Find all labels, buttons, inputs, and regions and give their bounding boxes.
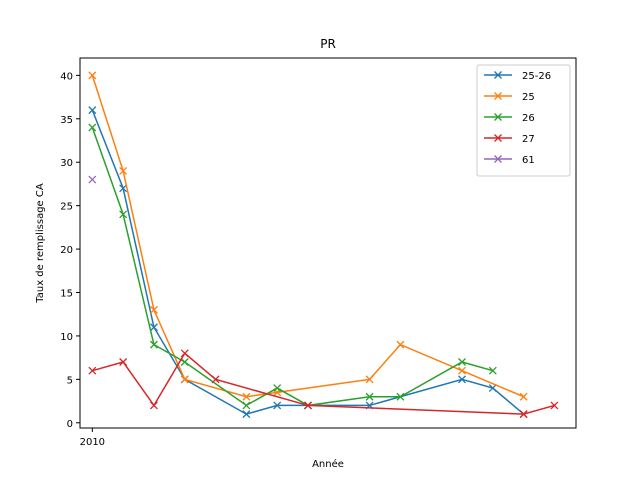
y-tick-label: 0 bbox=[67, 419, 73, 430]
legend-item: 25-26 bbox=[484, 71, 551, 82]
data-point bbox=[365, 375, 374, 384]
y-tick-label: 25 bbox=[60, 202, 73, 213]
data-point bbox=[119, 358, 128, 366]
data-point bbox=[88, 123, 97, 132]
data-point bbox=[396, 392, 405, 401]
legend-item: 25 bbox=[484, 92, 535, 103]
data-point bbox=[458, 358, 466, 366]
data-point bbox=[273, 401, 282, 410]
data-point bbox=[550, 401, 559, 410]
legend-marker bbox=[494, 155, 502, 163]
y-tick-label: 15 bbox=[60, 289, 73, 300]
data-point bbox=[180, 358, 189, 366]
legend-item: 26 bbox=[484, 113, 535, 124]
data-point bbox=[180, 375, 189, 384]
series-26 bbox=[88, 123, 497, 410]
data-point bbox=[149, 305, 158, 314]
data-point bbox=[396, 340, 405, 349]
x-axis: 2010 bbox=[80, 428, 105, 448]
data-point bbox=[149, 401, 158, 410]
data-point bbox=[488, 384, 497, 393]
legend-label: 25 bbox=[522, 92, 535, 103]
data-point bbox=[242, 410, 251, 419]
data-point bbox=[242, 401, 251, 410]
legend-marker bbox=[494, 71, 502, 79]
data-point bbox=[211, 375, 220, 384]
data-point bbox=[119, 166, 128, 175]
series-line bbox=[92, 352, 555, 415]
legend-item: 27 bbox=[484, 134, 535, 145]
series-61 bbox=[88, 175, 97, 184]
data-point bbox=[88, 366, 97, 375]
series-25 bbox=[88, 71, 528, 401]
data-point bbox=[519, 392, 528, 401]
data-point bbox=[119, 210, 128, 219]
data-point bbox=[119, 184, 128, 193]
legend-marker bbox=[494, 113, 502, 121]
plot-frame bbox=[79, 57, 577, 429]
legend-marker bbox=[494, 92, 502, 100]
series-line bbox=[91, 75, 524, 398]
legend: 25-26 25 26 27 61 bbox=[476, 64, 571, 177]
legend-label: 27 bbox=[522, 134, 535, 145]
data-point bbox=[304, 401, 312, 410]
series-27 bbox=[88, 349, 559, 419]
y-axis-label: Taux de remplissage CA bbox=[35, 183, 46, 304]
y-axis: 0 5 10 15 20 25 30 35 40 bbox=[60, 71, 80, 430]
x-axis-label: Année bbox=[312, 458, 344, 470]
data-point bbox=[458, 375, 466, 384]
data-point bbox=[88, 106, 97, 115]
plot-area bbox=[88, 71, 559, 419]
y-tick-label: 40 bbox=[60, 71, 73, 82]
legend-label: 26 bbox=[522, 113, 535, 124]
y-tick-label: 30 bbox=[60, 158, 73, 169]
legend-label: 25-26 bbox=[522, 71, 551, 82]
series-line bbox=[91, 127, 494, 407]
chart-title: PR bbox=[320, 37, 336, 51]
legend-marker bbox=[494, 134, 502, 142]
y-tick-label: 20 bbox=[60, 245, 73, 256]
legend-box bbox=[476, 64, 571, 177]
data-point bbox=[88, 175, 97, 184]
legend-item: 61 bbox=[484, 155, 535, 166]
y-tick-label: 10 bbox=[60, 332, 73, 343]
legend-label: 61 bbox=[522, 155, 535, 166]
data-point bbox=[180, 349, 189, 358]
data-point bbox=[273, 384, 282, 393]
y-tick-label: 35 bbox=[60, 115, 73, 126]
x-tick-label: 2010 bbox=[80, 437, 105, 448]
data-point bbox=[88, 71, 97, 80]
data-point bbox=[365, 392, 374, 401]
data-point bbox=[458, 366, 466, 375]
data-point bbox=[149, 340, 158, 349]
y-tick-label: 5 bbox=[67, 375, 73, 386]
data-point bbox=[149, 323, 158, 332]
data-point bbox=[519, 410, 528, 419]
data-point bbox=[488, 366, 497, 375]
data-point bbox=[242, 392, 251, 401]
